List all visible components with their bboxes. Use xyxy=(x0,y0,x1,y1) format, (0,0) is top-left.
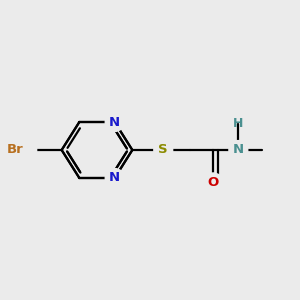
Circle shape xyxy=(105,112,124,131)
Text: O: O xyxy=(208,176,219,189)
Text: S: S xyxy=(158,143,168,157)
Circle shape xyxy=(105,169,124,188)
Circle shape xyxy=(229,141,248,159)
Text: N: N xyxy=(233,143,244,157)
Text: Br: Br xyxy=(7,143,23,157)
Text: N: N xyxy=(109,172,120,184)
Circle shape xyxy=(10,137,37,163)
Text: H: H xyxy=(233,117,244,130)
Circle shape xyxy=(154,141,173,159)
Circle shape xyxy=(204,173,223,192)
Text: N: N xyxy=(109,116,120,128)
